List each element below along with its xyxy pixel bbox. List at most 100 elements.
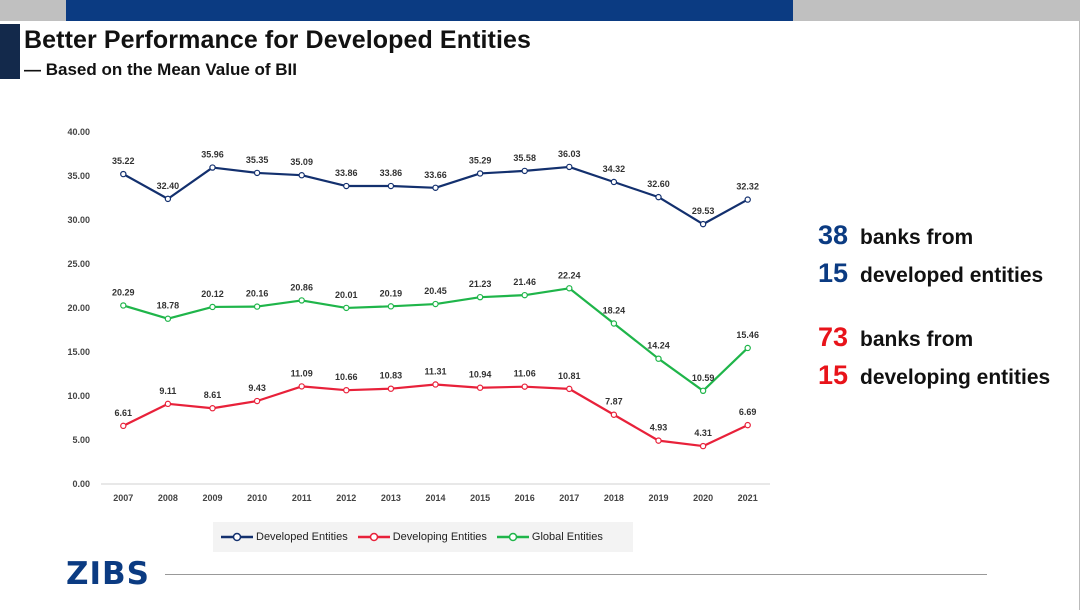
page-subtitle: — Based on the Mean Value of BII — [24, 60, 297, 79]
data-point-developed — [164, 195, 172, 203]
data-label-developed: 34.32 — [603, 164, 626, 174]
x-tick-label: 2020 — [693, 493, 713, 503]
x-tick-label: 2014 — [425, 493, 445, 503]
legend-item-developed: Developed Entities — [221, 531, 348, 543]
legend-label-developing: Developing Entities — [392, 531, 487, 543]
data-label-developing: 4.93 — [650, 423, 668, 433]
data-label-developed: 36.03 — [558, 149, 581, 159]
x-tick-label: 2008 — [158, 493, 178, 503]
data-label-developed: 33.66 — [424, 170, 447, 180]
stat-developing-banks: 73 banks from — [818, 322, 973, 353]
data-point-developing — [432, 381, 439, 388]
data-point-developing — [655, 437, 662, 444]
data-point-developed — [120, 170, 127, 178]
y-tick-label: 25.00 — [67, 259, 90, 269]
data-label-developed: 35.58 — [513, 153, 536, 163]
data-label-global: 20.16 — [246, 289, 269, 299]
x-tick-label: 2009 — [202, 493, 222, 503]
data-point-developing — [521, 383, 528, 390]
page-title: Better Performance for Developed Entitie… — [24, 26, 532, 54]
data-point-global — [566, 285, 573, 292]
data-point-developing — [120, 422, 127, 430]
data-point-developing — [298, 383, 305, 390]
x-tick-label: 2019 — [648, 493, 668, 503]
data-point-global — [655, 355, 662, 362]
data-label-developing: 10.94 — [469, 370, 492, 380]
data-point-developed — [387, 182, 395, 190]
data-label-developing: 10.66 — [335, 372, 358, 382]
data-label-global: 21.23 — [469, 279, 492, 289]
data-label-developing: 8.61 — [204, 390, 222, 400]
legend-label-global: Global Entities — [531, 531, 603, 543]
data-label-global: 20.29 — [112, 287, 135, 297]
data-label-developed: 29.53 — [692, 206, 715, 216]
data-point-global — [298, 297, 305, 304]
legend-label-developed: Developed Entities — [256, 531, 348, 543]
data-label-developed: 35.09 — [290, 157, 313, 167]
y-tick-label: 35.00 — [67, 171, 90, 181]
data-point-developed — [744, 196, 751, 203]
data-label-global: 20.86 — [290, 282, 313, 292]
data-point-developed — [566, 163, 573, 171]
data-point-developing — [209, 405, 216, 412]
data-point-developing — [744, 421, 751, 429]
x-tick-label: 2015 — [470, 493, 490, 503]
stat-number: 15 — [818, 360, 849, 390]
data-point-global — [432, 300, 439, 308]
zibs-logo: ZIBS — [66, 556, 150, 592]
data-label-developed: 35.35 — [246, 155, 269, 165]
legend-marker-developing-icon — [357, 532, 390, 542]
data-label-global: 20.01 — [335, 290, 358, 300]
y-tick-label: 20.00 — [67, 303, 90, 313]
data-point-developed — [209, 164, 216, 171]
legend-marker-global-icon — [496, 532, 529, 542]
data-point-global — [699, 387, 707, 395]
x-tick-label: 2013 — [381, 493, 401, 503]
x-tick-label: 2017 — [559, 493, 579, 503]
data-point-developing — [164, 400, 172, 408]
data-label-developing: 9.11 — [159, 386, 176, 396]
data-label-developing: 6.61 — [115, 408, 133, 418]
stat-text: developed entities — [860, 264, 1044, 287]
data-label-developed: 32.60 — [647, 179, 670, 189]
data-point-global — [253, 303, 261, 310]
data-point-developed — [432, 184, 439, 191]
data-label-developing: 9.43 — [248, 383, 266, 393]
data-point-global — [164, 315, 172, 322]
data-point-global — [744, 344, 751, 352]
data-point-developed — [655, 193, 662, 201]
legend-marker-developed-icon — [221, 532, 253, 542]
y-tick-label: 0.00 — [72, 479, 90, 489]
data-point-developing — [699, 442, 707, 450]
x-tick-label: 2010 — [247, 493, 267, 503]
stat-developed-entities: 15 developed entities — [818, 258, 1043, 289]
stat-text: developing entities — [860, 366, 1051, 389]
data-label-developing: 4.31 — [694, 428, 712, 438]
data-label-developing: 7.87 — [605, 397, 623, 407]
data-label-developed: 35.29 — [469, 155, 492, 165]
stat-text: banks from — [860, 226, 974, 249]
data-label-developed: 33.86 — [380, 168, 403, 178]
top-bar-blue — [66, 0, 793, 21]
data-point-developing — [610, 411, 618, 418]
data-label-developing: 10.83 — [380, 371, 403, 381]
data-point-developing — [566, 385, 573, 393]
data-label-developed: 35.96 — [201, 150, 224, 160]
y-tick-label: 10.00 — [67, 391, 90, 401]
data-label-global: 14.24 — [647, 341, 670, 351]
data-point-developing — [343, 386, 350, 394]
data-label-global: 10.59 — [692, 373, 715, 383]
x-tick-label: 2018 — [604, 493, 624, 503]
data-label-global: 15.46 — [736, 330, 759, 340]
y-tick-label: 40.00 — [67, 127, 90, 137]
x-tick-label: 2011 — [292, 493, 312, 503]
stat-number: 73 — [818, 322, 849, 352]
data-label-developed: 33.86 — [335, 168, 358, 178]
data-label-developing: 11.09 — [291, 368, 313, 378]
legend-item-global: Global Entities — [496, 531, 603, 543]
data-label-global: 22.24 — [558, 270, 581, 280]
stat-text: banks from — [860, 328, 974, 351]
y-tick-label: 30.00 — [67, 215, 90, 225]
data-label-global: 20.19 — [380, 288, 403, 298]
data-label-developed: 32.40 — [157, 181, 180, 191]
